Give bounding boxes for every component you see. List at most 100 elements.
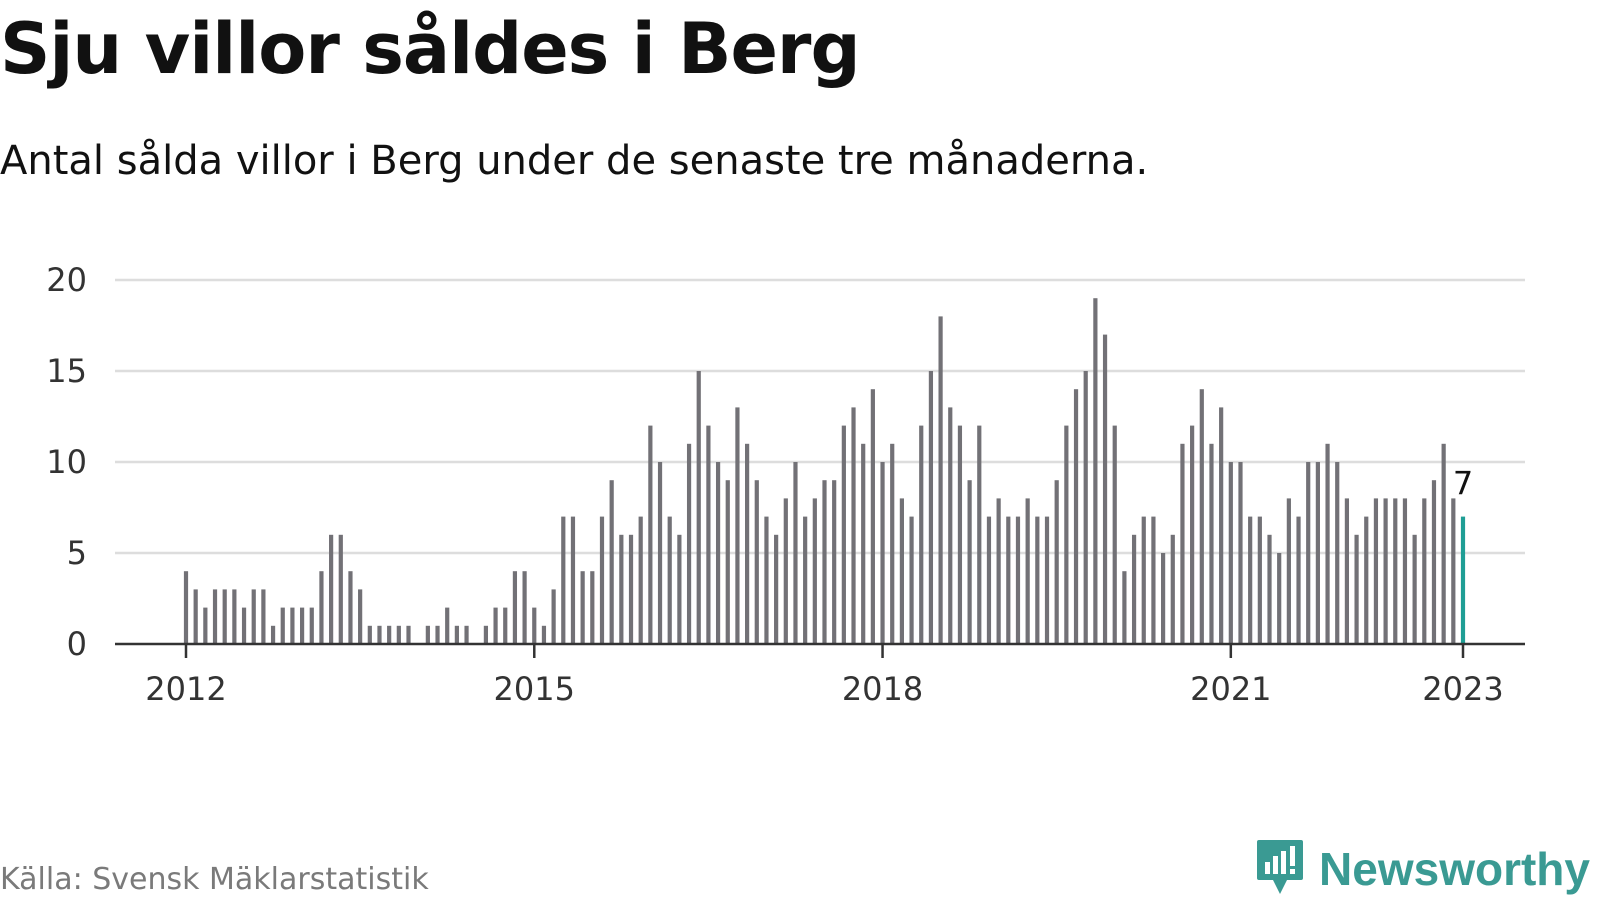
x-axis-ticks: 2012 2015 2018 2021 2023 xyxy=(145,644,1504,708)
bar xyxy=(367,625,372,644)
bar xyxy=(1093,298,1098,644)
bar xyxy=(319,571,324,644)
bar xyxy=(1199,389,1204,644)
bar xyxy=(299,607,305,644)
bar xyxy=(783,498,788,644)
bar xyxy=(1112,425,1117,644)
bar xyxy=(1006,516,1011,644)
bar xyxy=(851,407,856,644)
bar xyxy=(232,589,237,644)
bar xyxy=(1431,480,1437,644)
bar xyxy=(1267,534,1272,644)
bar xyxy=(996,498,1001,644)
bar xyxy=(464,625,469,644)
bar xyxy=(1364,516,1369,644)
bar xyxy=(657,462,663,644)
bar xyxy=(1131,534,1137,644)
bar xyxy=(425,625,430,644)
bar xyxy=(1219,407,1224,644)
bar xyxy=(1102,334,1108,644)
bar xyxy=(832,480,837,644)
bar xyxy=(948,407,953,644)
bar xyxy=(667,516,672,644)
bar xyxy=(348,571,353,644)
bar xyxy=(1306,462,1311,644)
y-tick-label: 0 xyxy=(67,625,87,663)
bar xyxy=(1335,462,1340,644)
last-value-label: 7 xyxy=(1453,465,1473,503)
bar xyxy=(1015,516,1021,644)
bar xyxy=(715,462,721,644)
bar xyxy=(1170,534,1175,644)
bar xyxy=(212,589,218,644)
bar xyxy=(725,480,730,644)
bar xyxy=(309,607,314,644)
bar xyxy=(1402,498,1408,644)
bar xyxy=(861,443,866,644)
bar xyxy=(803,516,808,644)
bar xyxy=(909,516,914,644)
bar xyxy=(1238,462,1243,644)
bar xyxy=(899,498,904,644)
bar xyxy=(561,516,566,644)
bar xyxy=(609,480,614,644)
bar xyxy=(532,607,537,644)
bar xyxy=(222,589,227,644)
bar xyxy=(890,443,895,644)
bar xyxy=(1277,553,1282,644)
bar xyxy=(590,571,595,644)
bar xyxy=(938,316,943,644)
bar xyxy=(377,625,382,644)
bar xyxy=(1451,498,1456,644)
bar xyxy=(696,371,701,644)
y-tick-label: 10 xyxy=(46,443,87,481)
bar xyxy=(754,480,759,644)
bar xyxy=(1141,516,1146,644)
bar xyxy=(1354,534,1359,644)
bar xyxy=(1373,498,1379,644)
newsworthy-logo-icon xyxy=(1255,838,1305,900)
bar xyxy=(1383,498,1388,644)
x-tick-label: 2021 xyxy=(1190,670,1271,708)
bar xyxy=(1160,553,1166,644)
brand-logo[interactable]: Newsworthy xyxy=(1255,838,1590,900)
bar xyxy=(541,625,547,644)
bar xyxy=(677,534,682,644)
x-tick-label: 2018 xyxy=(842,670,923,708)
bar xyxy=(338,534,343,644)
bar xyxy=(270,625,276,644)
bar xyxy=(648,425,653,644)
bar xyxy=(706,425,711,644)
x-tick-label: 2023 xyxy=(1422,670,1503,708)
bar xyxy=(261,589,266,644)
bars xyxy=(183,298,1466,644)
bar xyxy=(1209,443,1214,644)
bar xyxy=(1073,389,1079,644)
y-tick-label: 15 xyxy=(46,352,87,390)
bar xyxy=(280,607,285,644)
bar xyxy=(1248,516,1253,644)
bar xyxy=(841,425,846,644)
bar xyxy=(1064,425,1069,644)
bar xyxy=(967,480,972,644)
bar xyxy=(880,462,885,644)
y-tick-label: 20 xyxy=(46,261,87,299)
bar xyxy=(735,407,740,644)
bar xyxy=(522,571,527,644)
bar xyxy=(1286,498,1291,644)
bar-chart: 0 5 10 15 20 2012 2015 2018 2021 2023 7 xyxy=(46,261,1525,708)
source-note: Källa: Svensk Mäklarstatistik xyxy=(0,862,429,897)
bar xyxy=(1083,371,1088,644)
bar xyxy=(1412,534,1417,644)
bar xyxy=(483,625,489,644)
bar xyxy=(977,425,982,644)
bar xyxy=(193,589,198,644)
bar xyxy=(870,389,875,644)
bar xyxy=(493,607,498,644)
bar xyxy=(358,589,363,644)
bar xyxy=(570,516,576,644)
bar xyxy=(1190,425,1195,644)
gridlines xyxy=(115,278,1525,555)
bar xyxy=(793,462,798,644)
bar-highlight xyxy=(1460,516,1466,644)
